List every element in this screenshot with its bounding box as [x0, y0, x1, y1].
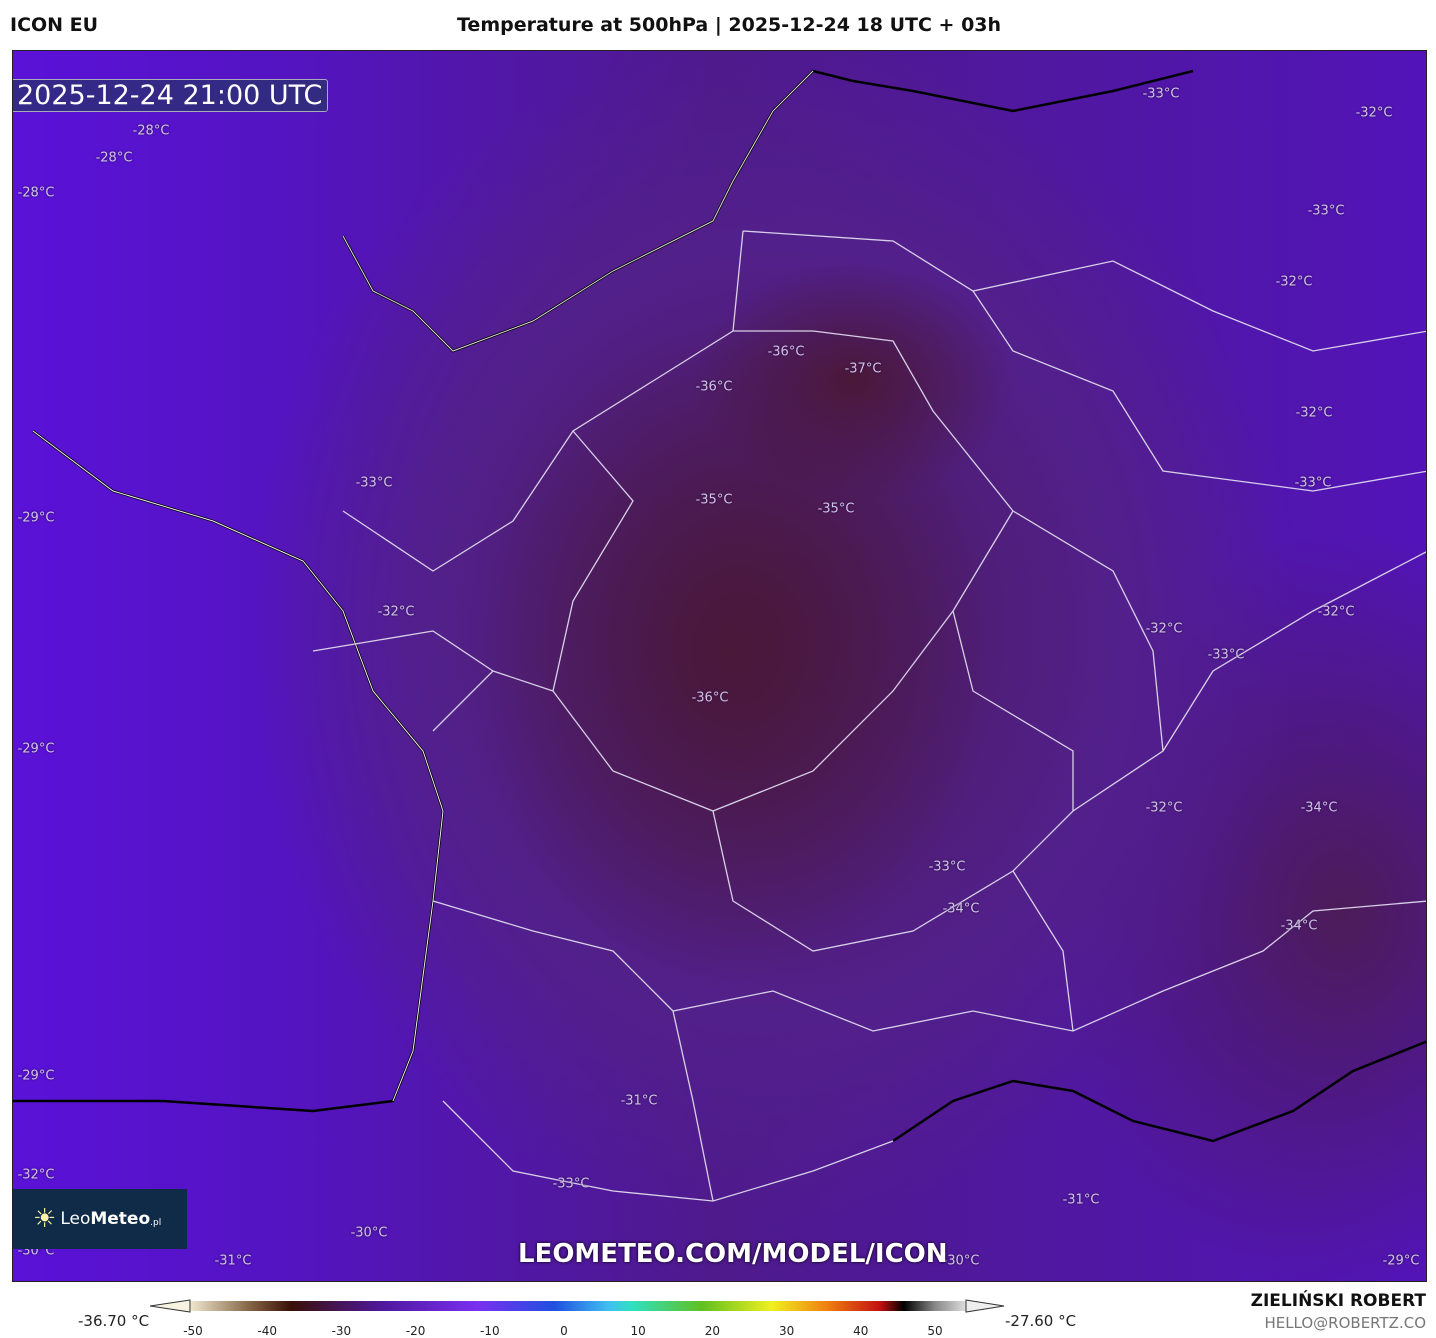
watermark: LEOMETEO.COM/MODEL/ICON	[518, 1239, 948, 1269]
contour-label: -29°C	[17, 1068, 55, 1084]
contour-label: -31°C	[620, 1093, 658, 1109]
colorbar-tick: -40	[257, 1324, 277, 1338]
contour-label: -31°C	[214, 1253, 252, 1269]
contour-label: -36°C	[767, 344, 805, 360]
contour-label: -33°C	[355, 475, 393, 491]
logo-text-light: Leo	[60, 1209, 91, 1229]
contour-label: -28°C	[17, 185, 55, 201]
borders	[13, 69, 1426, 1202]
colorbar-min-label: -36.70 °C	[78, 1312, 150, 1330]
colorbar-max-label: -27.60 °C	[1005, 1312, 1077, 1330]
contour-label: -35°C	[695, 492, 733, 508]
colorbar-tick: 20	[704, 1324, 721, 1338]
contour-label: -32°C	[1295, 405, 1333, 421]
contour-label: -28°C	[95, 150, 133, 166]
contour-label: -32°C	[1145, 621, 1183, 637]
contour-label: -30°C	[350, 1225, 388, 1241]
author: ZIELIŃSKI ROBERT	[1250, 1291, 1426, 1311]
contour-label: -32°C	[1317, 604, 1355, 620]
contour-label: -36°C	[691, 690, 729, 706]
contour-label: -33°C	[1294, 475, 1332, 491]
colorbar-tick: 10	[630, 1324, 646, 1338]
colorbar-tick: -30	[331, 1324, 352, 1338]
colorbar-tick: 0	[560, 1324, 568, 1338]
temperature-map: -28°C -28°C -28°C -33°C -32°C -33°C -32°C -36°C…	[12, 50, 1427, 1282]
contour-label: -29°C	[17, 510, 55, 526]
contour-label: -33°C	[928, 859, 966, 875]
colorbar	[190, 1301, 966, 1311]
colorbar-tick: -20	[405, 1324, 426, 1338]
contour-label: -33°C	[1207, 647, 1245, 663]
model-name: ICON EU	[10, 14, 99, 36]
valid-time-badge: 2025-12-24 21:00 UTC	[13, 79, 329, 112]
contour-label: -37°C	[844, 361, 882, 377]
colorbar-tick: 50	[927, 1324, 943, 1338]
email: HELLO@ROBERTZ.CO	[1264, 1314, 1426, 1332]
contour-label: -34°C	[1280, 918, 1318, 934]
map-title: Temperature at 500hPa | 2025-12-24 18 UT…	[457, 14, 1002, 36]
contour-label: -32°C	[1355, 105, 1393, 121]
colorbar-tick: 30	[778, 1324, 795, 1338]
contour-label: -29°C	[17, 741, 55, 757]
contour-label: -29°C	[1382, 1253, 1420, 1269]
sun-icon: ☀	[33, 1204, 57, 1234]
colorbar-arrows	[150, 1299, 1005, 1313]
contour-label: -33°C	[1307, 203, 1345, 219]
colorbar-tick: -10	[479, 1324, 500, 1338]
contour-label: -35°C	[817, 501, 855, 517]
logo-text-bold: Meteo	[90, 1209, 151, 1229]
contour-label: -32°C	[377, 604, 415, 620]
contour-label: -34°C	[1300, 800, 1338, 816]
contour-label: -33°C	[1142, 86, 1180, 102]
contour-label: -32°C	[1275, 274, 1313, 290]
leometeo-logo: ☀ Leo Meteo .pl	[13, 1189, 187, 1249]
contour-label: -32°C	[1145, 800, 1183, 816]
colorbar-tick: -50	[183, 1324, 203, 1338]
contour-label: -30°C	[942, 1253, 980, 1269]
logo-suffix: .pl	[150, 1218, 162, 1228]
contour-label: -31°C	[1062, 1192, 1100, 1208]
contour-label: -36°C	[695, 379, 733, 395]
contour-label: -28°C	[132, 123, 170, 139]
contour-label: -33°C	[552, 1176, 590, 1192]
contour-label: -34°C	[942, 901, 980, 917]
colorbar-tick: 40	[853, 1324, 869, 1338]
contour-label: -32°C	[17, 1167, 55, 1183]
